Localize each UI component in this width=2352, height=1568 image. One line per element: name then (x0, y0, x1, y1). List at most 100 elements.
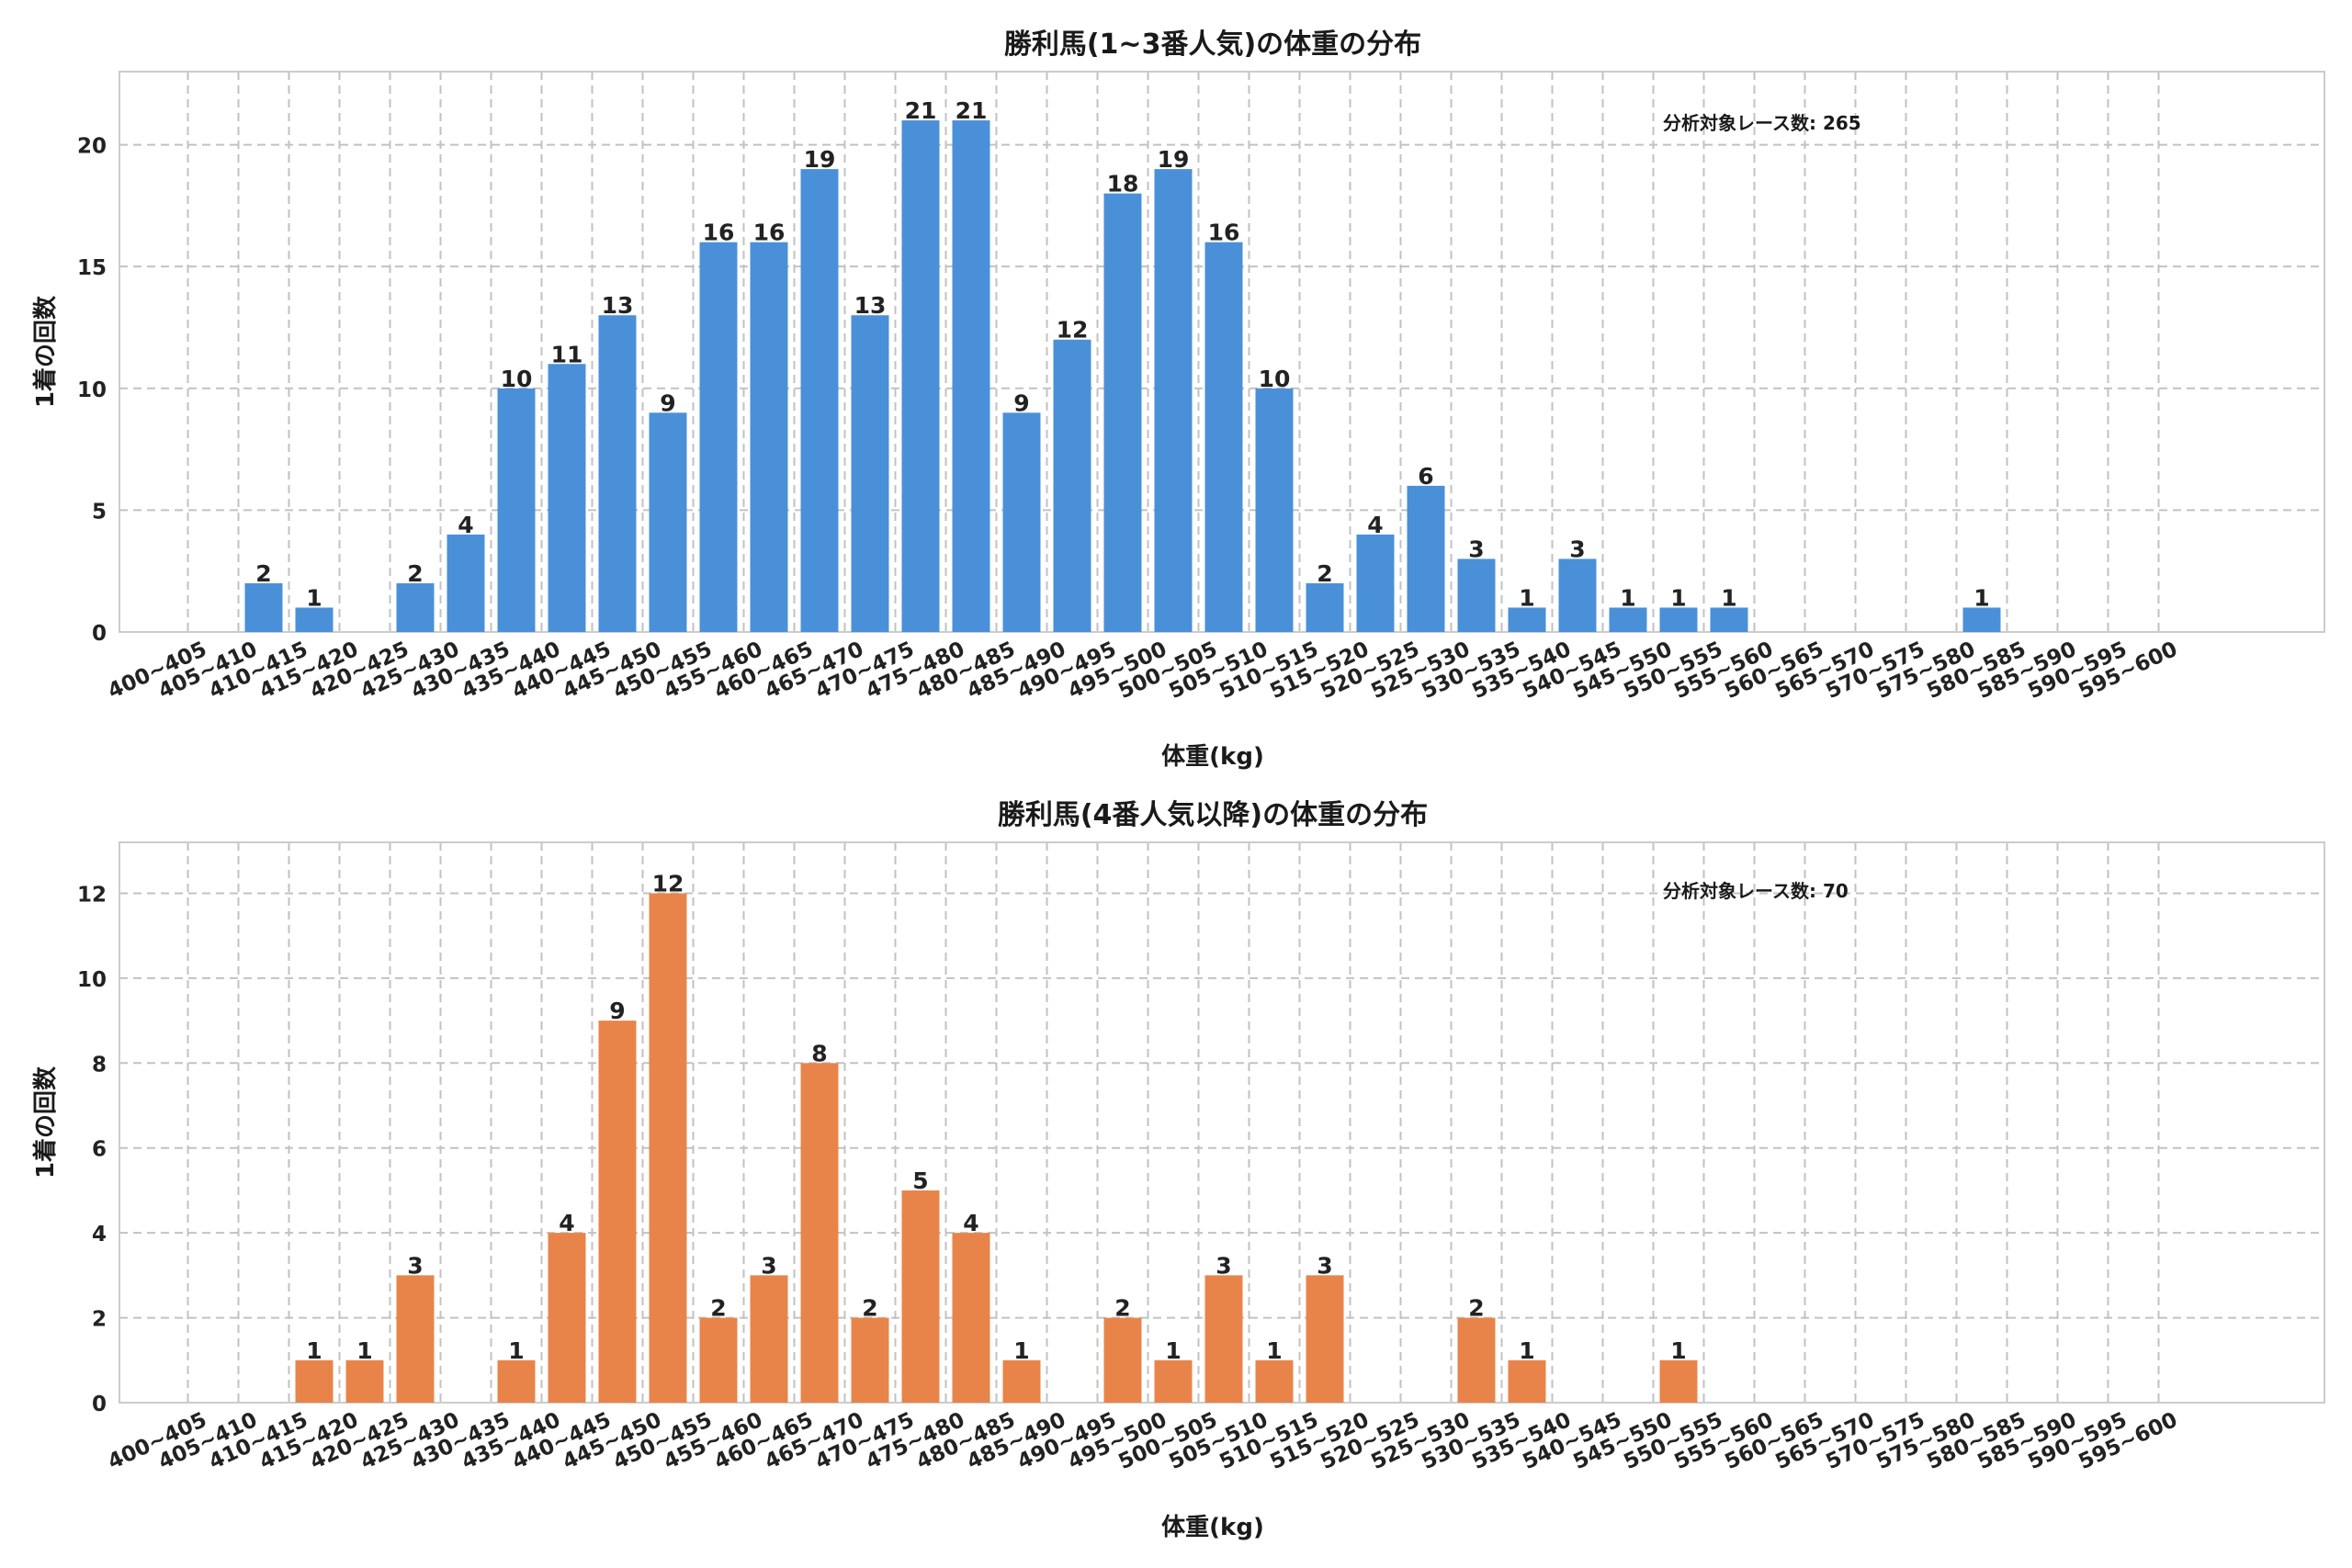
annotation: 分析対象レース数: 70 (1663, 880, 1849, 902)
bar (750, 1275, 788, 1403)
bar-value-label: 9 (660, 389, 675, 416)
bar (1002, 1359, 1041, 1403)
y-tick-label: 10 (77, 968, 107, 992)
bar-value-label: 1 (1620, 584, 1635, 611)
y-tick-label: 20 (77, 135, 107, 159)
bar (851, 315, 889, 632)
bar (649, 893, 687, 1403)
x-axis-ticks: 400~405405~410410~415415~420420~425425~4… (105, 1408, 2181, 1474)
bar (699, 242, 738, 632)
bar-value-label: 2 (1317, 560, 1332, 587)
bar-value-label: 10 (501, 366, 533, 392)
bar (1154, 169, 1193, 632)
bar-value-label: 12 (652, 870, 684, 897)
bar (952, 1233, 990, 1403)
bar (598, 315, 637, 632)
bar (295, 1359, 334, 1403)
bar-value-label: 19 (804, 146, 836, 173)
bar-value-label: 2 (407, 560, 423, 587)
bar-value-label: 8 (811, 1040, 827, 1066)
bar-value-label: 1 (1266, 1337, 1282, 1364)
y-tick-label: 10 (77, 378, 107, 402)
bar-value-label: 1 (1519, 584, 1534, 611)
bar-value-label: 19 (1158, 146, 1190, 173)
bar (1508, 607, 1546, 632)
bar-value-label: 2 (255, 560, 271, 587)
bar-value-label: 13 (602, 292, 634, 319)
x-axis-label: 体重(kg) (1161, 743, 1264, 771)
bar-value-label: 1 (306, 1337, 322, 1364)
bar (800, 169, 839, 632)
y-tick-label: 4 (92, 1223, 107, 1247)
bar (1457, 558, 1496, 632)
y-tick-label: 2 (92, 1308, 107, 1332)
bar-value-label: 21 (956, 97, 988, 124)
bar-value-label: 16 (1208, 220, 1240, 246)
annotation: 分析対象レース数: 265 (1663, 112, 1861, 134)
bar-value-label: 12 (1057, 317, 1089, 344)
y-axis-ticks: 0 2 4 6 8 10 12 (77, 883, 107, 1416)
bar (1558, 558, 1597, 632)
bar-value-label: 3 (1468, 536, 1484, 562)
bar (1962, 607, 2001, 632)
y-tick-label: 5 (92, 500, 107, 524)
y-axis-label: 1着の回数 (31, 1066, 60, 1179)
bars (244, 120, 2001, 633)
bar (1255, 388, 1294, 632)
bar-value-label: 2 (710, 1295, 726, 1322)
bar (1659, 1359, 1698, 1403)
chart-title: 勝利馬(1~3番人気)の体重の分布 (1004, 28, 1421, 61)
bar-value-label: 1 (1013, 1337, 1029, 1364)
bar-value-label: 21 (905, 97, 937, 124)
bar-value-label: 1 (1165, 1337, 1181, 1364)
bar (1710, 607, 1748, 632)
y-tick-label: 15 (77, 256, 107, 280)
bar-value-label: 1 (1973, 584, 1989, 611)
bar (1255, 1359, 1294, 1403)
y-axis-label: 1着の回数 (31, 295, 60, 408)
bar-value-label: 4 (458, 512, 473, 538)
grid (119, 72, 2324, 632)
bar-value-label: 18 (1107, 171, 1139, 197)
bar (497, 388, 536, 632)
bar (699, 1317, 738, 1403)
bar-value-label: 9 (1013, 389, 1029, 416)
bar (901, 1190, 940, 1403)
y-tick-label: 6 (92, 1138, 107, 1162)
bar (1204, 1275, 1243, 1403)
bar (1204, 242, 1243, 632)
bar (750, 242, 788, 632)
y-tick-label: 12 (77, 883, 107, 907)
bar (1103, 193, 1142, 632)
bar (1306, 582, 1344, 632)
bar (1053, 339, 1091, 632)
bar-value-label: 5 (912, 1168, 928, 1194)
bar-value-label: 3 (1317, 1252, 1332, 1279)
bar-value-label: 2 (862, 1295, 877, 1322)
bar-value-label: 3 (1216, 1252, 1231, 1279)
bar-value-label: 13 (854, 292, 887, 319)
bar (1002, 412, 1041, 632)
y-tick-label: 0 (92, 622, 107, 646)
bar-value-label: 1 (356, 1337, 372, 1364)
bar-value-label: 3 (761, 1252, 776, 1279)
y-tick-label: 8 (92, 1053, 107, 1077)
chart-title: 勝利馬(4番人気以降)の体重の分布 (998, 799, 1428, 831)
bar-value-label: 2 (1114, 1295, 1130, 1322)
bar (497, 1359, 536, 1403)
bar (548, 364, 586, 632)
bar (1356, 534, 1395, 632)
bar-value-label: 4 (1367, 512, 1383, 538)
bar-value-label: 1 (508, 1337, 524, 1364)
bar-value-label: 1 (306, 584, 322, 611)
bar (649, 412, 687, 632)
bar-value-label: 6 (1418, 463, 1433, 490)
y-axis-ticks: 0 5 10 15 20 (77, 135, 107, 646)
bar (396, 1275, 435, 1403)
bar-value-label: 16 (703, 220, 735, 246)
bar-value-label: 9 (609, 998, 625, 1024)
